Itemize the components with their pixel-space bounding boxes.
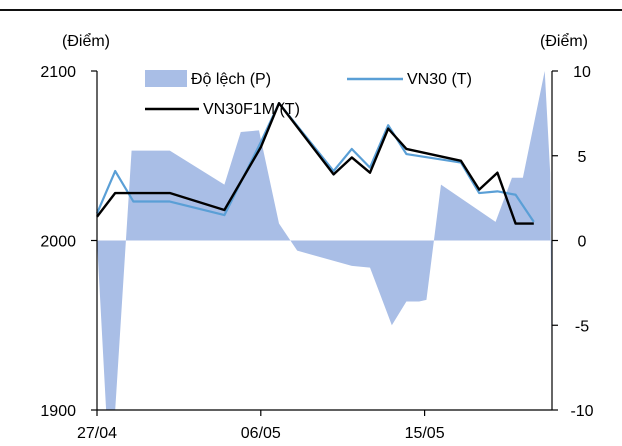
- legend-label-vn30: VN30 (T): [407, 71, 472, 88]
- right-tick-label: -10: [570, 403, 593, 420]
- deviation-area: [97, 71, 552, 410]
- vn30f1m-line: [96, 102, 534, 225]
- left-tick-label: 1900: [40, 403, 76, 420]
- x-tick-label: 15/05: [405, 425, 445, 442]
- right-axis-unit-label: (Điểm): [540, 32, 588, 50]
- vn30-line: [95, 102, 535, 223]
- right-tick-label: 10: [573, 64, 591, 81]
- right-tick-label: -5: [575, 318, 589, 335]
- legend-swatch-deviation: [145, 70, 187, 87]
- right-tick-label: 5: [578, 149, 587, 166]
- x-tick-label: 06/05: [241, 425, 281, 442]
- legend-label-deviation: Độ lệch (P): [191, 71, 271, 88]
- x-tick-label: 27/04: [77, 425, 117, 442]
- left-tick-label: 2100: [40, 64, 76, 81]
- left-axis-unit-label: (Điểm): [62, 32, 110, 50]
- legend-label-vn30f1m: VN30F1M (T): [203, 101, 300, 118]
- right-tick-label: 0: [578, 234, 587, 251]
- left-tick-label: 2000: [40, 234, 76, 251]
- top-rule: [0, 9, 622, 11]
